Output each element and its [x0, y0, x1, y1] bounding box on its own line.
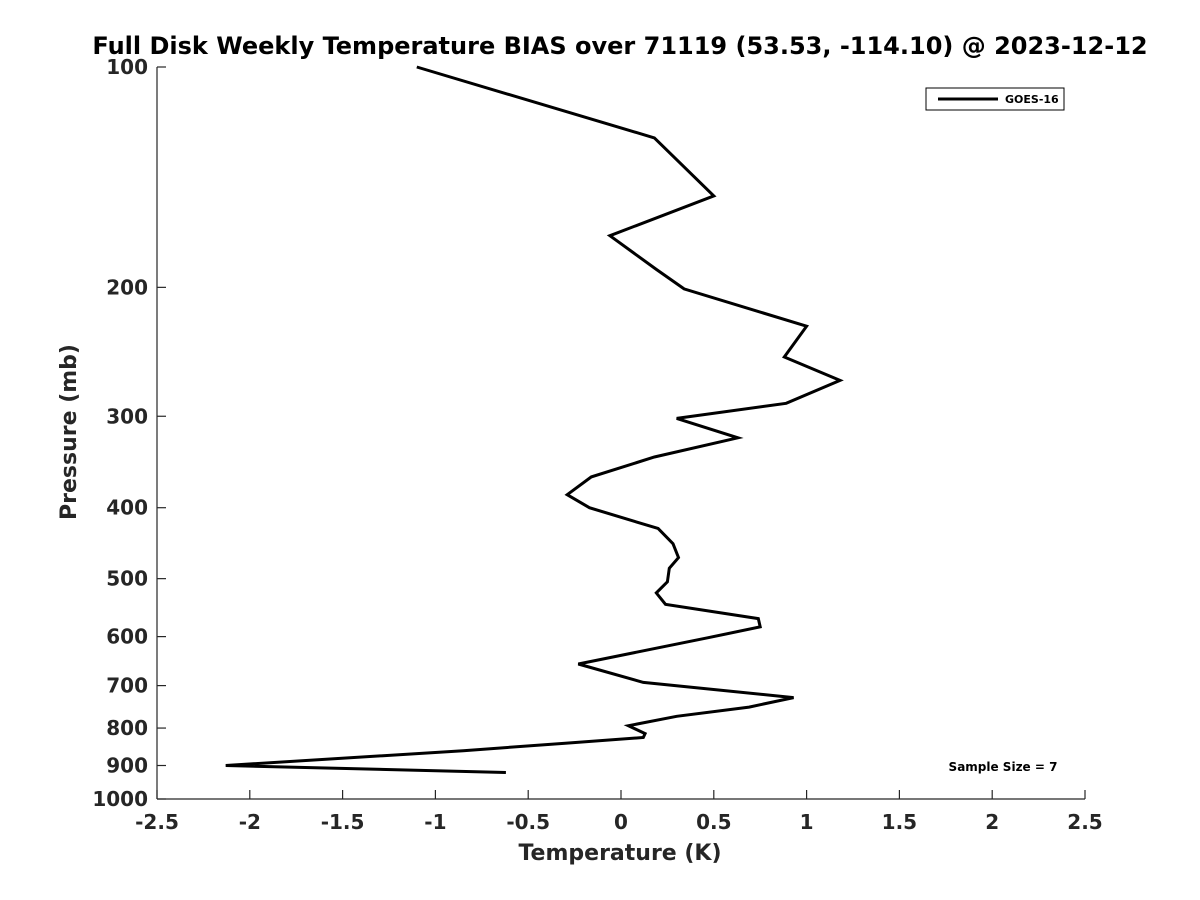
x-tick-label: -2.5: [135, 810, 179, 834]
y-tick-label: 600: [106, 625, 148, 649]
y-ticks: 100 200 300 400 500 600 700 800 900 1000: [92, 55, 166, 811]
y-tick-label: 1000: [92, 787, 148, 811]
x-tick-label: 0.5: [696, 810, 731, 834]
x-tick-label: 1: [800, 810, 814, 834]
y-tick-label: 700: [106, 674, 148, 698]
x-tick-label: -1: [424, 810, 446, 834]
x-tick-label: 0: [614, 810, 628, 834]
y-tick-label: 800: [106, 716, 148, 740]
y-axis-label: Pressure (mb): [57, 344, 82, 520]
y-tick-label: 900: [106, 754, 148, 778]
x-tick-label: -0.5: [506, 810, 550, 834]
x-tick-label: 1.5: [882, 810, 917, 834]
chart-title: Full Disk Weekly Temperature BIAS over 7…: [92, 32, 1147, 60]
x-tick-label: 2: [985, 810, 999, 834]
y-tick-label: 200: [106, 275, 148, 299]
x-tick-label: -2: [239, 810, 261, 834]
x-axis-label: Temperature (K): [518, 841, 721, 866]
x-ticks: -2.5 -2 -1.5 -1 -0.5 0 0.5 1 1.5 2 2.5: [135, 790, 1103, 834]
series-layer: [225, 65, 844, 774]
y-tick-label: 100: [106, 55, 148, 79]
y-tick-label: 500: [106, 567, 148, 591]
x-tick-label: 2.5: [1067, 810, 1102, 834]
y-tick-label: 400: [106, 496, 148, 520]
legend: GOES-16: [925, 87, 1065, 111]
sample-size-annotation: Sample Size = 7: [949, 760, 1058, 774]
series-line-goes-16: [225, 65, 844, 774]
legend-label-goes-16: GOES-16: [1005, 93, 1059, 106]
x-tick-label: -1.5: [321, 810, 365, 834]
y-tick-label: 300: [106, 404, 148, 428]
